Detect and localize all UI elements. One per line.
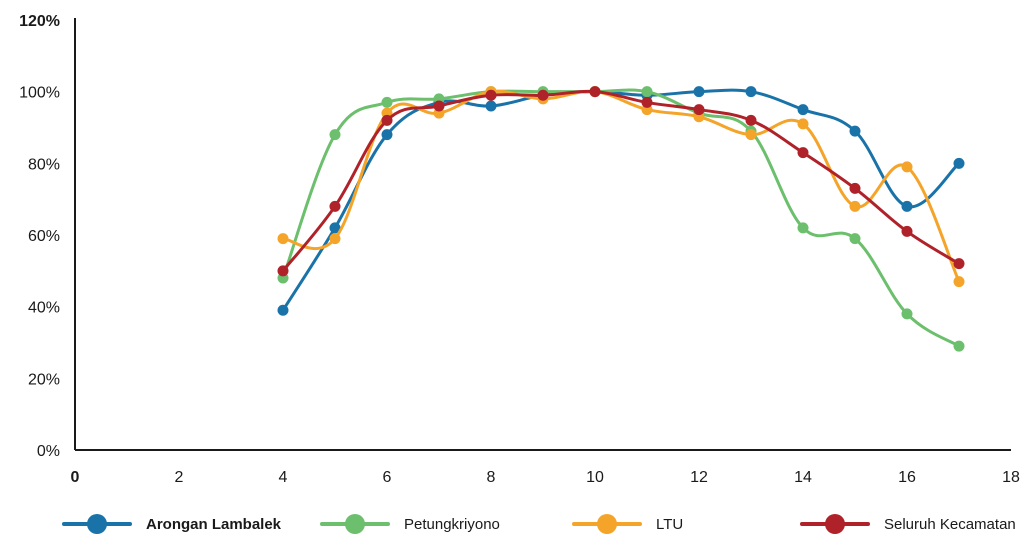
- series-line-petungkriyono: [281, 88, 961, 348]
- legend-label-arongan-lambalek: Arongan Lambalek: [146, 515, 282, 533]
- data-point-seluruh-kecamatan: [849, 182, 861, 194]
- data-point-seluruh-kecamatan: [641, 96, 653, 108]
- x-tick-label: 16: [898, 469, 916, 486]
- chart-plot-area: 0% 20% 40% 60% 80% 100% 120% 0 2 4 6 8 10 12 14 16 18: [19, 13, 1020, 486]
- data-point-petungkriyono: [641, 86, 653, 98]
- data-point-seluruh-kecamatan: [589, 86, 601, 98]
- data-point-ltu: [745, 129, 757, 141]
- data-point-arongan-lambalek: [485, 100, 497, 112]
- series-ltu: [277, 86, 965, 288]
- y-tick-label: 60%: [28, 228, 60, 245]
- data-point-arongan-lambalek: [277, 304, 289, 316]
- data-point-ltu: [329, 233, 341, 245]
- x-tick-label: 2: [175, 469, 184, 486]
- data-point-seluruh-kecamatan: [433, 100, 445, 112]
- data-point-petungkriyono: [953, 340, 965, 352]
- data-point-petungkriyono: [901, 308, 913, 320]
- chart-legend: Arongan Lambalek Petungkriyono LTU Selur…: [0, 510, 1025, 538]
- data-point-seluruh-kecamatan: [537, 89, 549, 101]
- data-point-petungkriyono: [849, 233, 861, 245]
- y-tick-label: 100%: [19, 85, 60, 102]
- data-point-seluruh-kecamatan: [953, 258, 965, 270]
- data-point-arongan-lambalek: [797, 104, 809, 116]
- y-tick-label: 40%: [28, 300, 60, 317]
- data-point-arongan-lambalek: [381, 129, 393, 141]
- x-tick-label: 14: [794, 469, 812, 486]
- y-tick-label: 20%: [28, 371, 60, 388]
- data-point-ltu: [849, 200, 861, 212]
- data-point-petungkriyono: [329, 129, 341, 141]
- legend-swatch-ltu: [572, 510, 642, 538]
- data-point-arongan-lambalek: [329, 222, 341, 234]
- data-point-arongan-lambalek: [745, 86, 757, 98]
- data-point-seluruh-kecamatan: [277, 265, 289, 277]
- data-point-ltu: [797, 118, 809, 130]
- data-point-seluruh-kecamatan: [797, 147, 809, 159]
- data-point-petungkriyono: [381, 96, 393, 108]
- data-point-seluruh-kecamatan: [485, 89, 497, 101]
- data-point-arongan-lambalek: [849, 125, 861, 137]
- x-tick-label: 8: [487, 469, 496, 486]
- x-tick-label: 0: [71, 469, 80, 486]
- data-point-seluruh-kecamatan: [901, 225, 913, 237]
- legend-item-arongan-lambalek: Arongan Lambalek: [62, 510, 281, 538]
- series-line-seluruh-kecamatan: [281, 89, 961, 273]
- data-point-arongan-lambalek: [901, 200, 913, 212]
- data-point-seluruh-kecamatan: [693, 104, 705, 116]
- data-point-arongan-lambalek: [693, 86, 705, 98]
- data-point-seluruh-kecamatan: [381, 114, 393, 126]
- legend-label-petungkriyono: Petungkriyono: [404, 515, 500, 533]
- x-tick-label: 18: [1002, 469, 1020, 486]
- legend-item-petungkriyono: Petungkriyono: [320, 510, 500, 538]
- data-point-ltu: [953, 276, 965, 288]
- legend-label-seluruh-kecamatan: Seluruh Kecamatan: [884, 515, 1016, 533]
- legend-item-ltu: LTU: [572, 510, 683, 538]
- legend-item-seluruh-kecamatan: Seluruh Kecamatan: [800, 510, 1016, 538]
- x-tick-label: 12: [690, 469, 708, 486]
- y-tick-label: 120%: [19, 13, 60, 30]
- legend-swatch-seluruh-kecamatan: [800, 510, 870, 538]
- x-tick-label: 4: [279, 469, 288, 486]
- data-point-petungkriyono: [797, 222, 809, 234]
- data-point-ltu: [901, 161, 913, 173]
- legend-label-ltu: LTU: [656, 515, 684, 533]
- data-point-ltu: [277, 233, 289, 245]
- legend-swatch-petungkriyono: [320, 510, 390, 538]
- data-point-seluruh-kecamatan: [745, 114, 757, 126]
- series-seluruh-kecamatan: [277, 86, 965, 277]
- x-tick-label: 10: [586, 469, 604, 486]
- data-point-seluruh-kecamatan: [329, 200, 341, 212]
- x-tick-label: 6: [383, 469, 392, 486]
- data-point-arongan-lambalek: [953, 157, 965, 169]
- y-tick-label: 80%: [28, 156, 60, 173]
- y-tick-label: 0%: [37, 443, 60, 460]
- legend-swatch-arongan-lambalek: [62, 510, 132, 538]
